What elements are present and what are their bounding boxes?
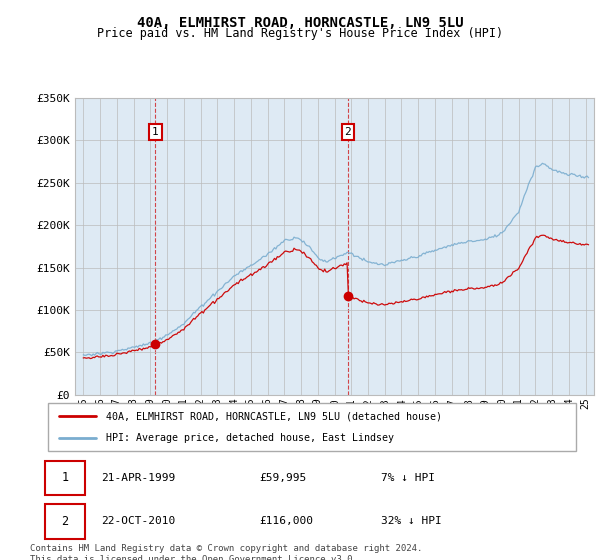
Text: Price paid vs. HM Land Registry's House Price Index (HPI): Price paid vs. HM Land Registry's House … [97, 27, 503, 40]
Text: Contains HM Land Registry data © Crown copyright and database right 2024.
This d: Contains HM Land Registry data © Crown c… [30, 544, 422, 560]
Text: 2: 2 [62, 515, 69, 528]
FancyBboxPatch shape [46, 504, 85, 539]
FancyBboxPatch shape [46, 460, 85, 495]
Text: 40A, ELMHIRST ROAD, HORNCASTLE, LN9 5LU (detached house): 40A, ELMHIRST ROAD, HORNCASTLE, LN9 5LU … [106, 411, 442, 421]
Text: 7% ↓ HPI: 7% ↓ HPI [380, 473, 434, 483]
Text: HPI: Average price, detached house, East Lindsey: HPI: Average price, detached house, East… [106, 433, 394, 443]
Text: 1: 1 [152, 127, 159, 137]
Text: 40A, ELMHIRST ROAD, HORNCASTLE, LN9 5LU: 40A, ELMHIRST ROAD, HORNCASTLE, LN9 5LU [137, 16, 463, 30]
Text: 21-APR-1999: 21-APR-1999 [101, 473, 175, 483]
Text: 32% ↓ HPI: 32% ↓ HPI [380, 516, 442, 526]
Text: 22-OCT-2010: 22-OCT-2010 [101, 516, 175, 526]
Text: £59,995: £59,995 [259, 473, 307, 483]
Text: £116,000: £116,000 [259, 516, 313, 526]
Text: 2: 2 [344, 127, 351, 137]
Text: 1: 1 [62, 472, 69, 484]
